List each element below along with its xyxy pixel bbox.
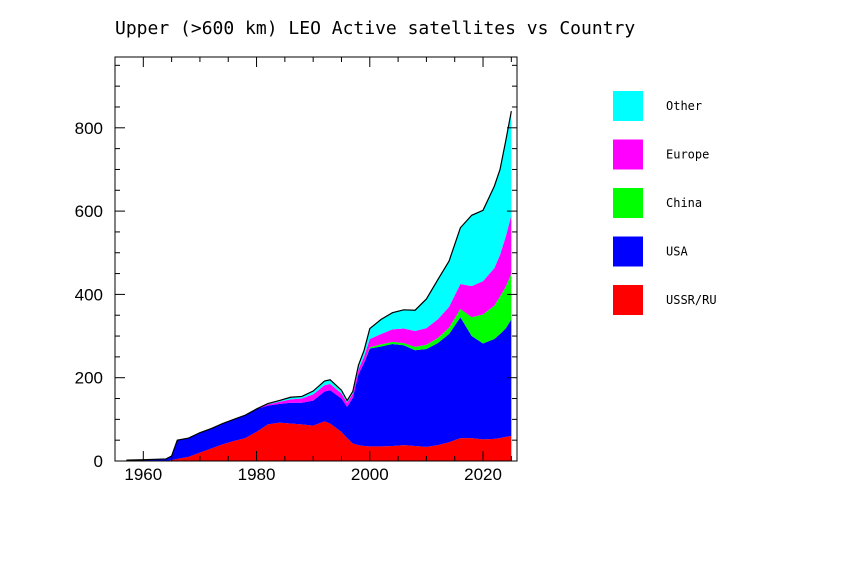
chart-title: Upper (>600 km) LEO Active satellites vs… bbox=[115, 18, 635, 39]
x-tick-label: 1960 bbox=[124, 465, 162, 484]
plot-area bbox=[126, 111, 512, 461]
area-ussr-ru bbox=[126, 421, 512, 461]
legend-label-ussr-ru: USSR/RU bbox=[666, 293, 717, 307]
area-europe bbox=[126, 215, 512, 461]
y-tick-label: 200 bbox=[75, 369, 103, 388]
y-tick-label: 800 bbox=[75, 119, 103, 138]
x-tick-label: 2000 bbox=[351, 465, 389, 484]
total-line bbox=[126, 111, 512, 461]
legend-swatch-ussr-ru bbox=[613, 285, 643, 315]
y-tick-label: 600 bbox=[75, 202, 103, 221]
legend-swatch-other bbox=[613, 91, 643, 121]
legend-label-other: Other bbox=[666, 99, 702, 113]
legend-label-china: China bbox=[666, 196, 702, 210]
legend-swatch-china bbox=[613, 188, 643, 218]
x-tick-label: 2020 bbox=[464, 465, 502, 484]
y-tick-label: 400 bbox=[75, 285, 103, 304]
y-tick-label: 0 bbox=[94, 452, 103, 471]
legend: Other Europe China USA USSR/RU bbox=[613, 91, 717, 315]
legend-label-usa: USA bbox=[666, 245, 688, 259]
legend-swatch-usa bbox=[613, 236, 643, 267]
legend-label-europe: Europe bbox=[666, 148, 709, 162]
area-usa bbox=[126, 317, 512, 461]
axes: 0 200 400 600 800 1960 1980 2000 2020 bbox=[75, 56, 518, 484]
x-tick-label: 1980 bbox=[238, 465, 276, 484]
legend-swatch-europe bbox=[613, 139, 643, 170]
plot-frame bbox=[114, 56, 518, 462]
